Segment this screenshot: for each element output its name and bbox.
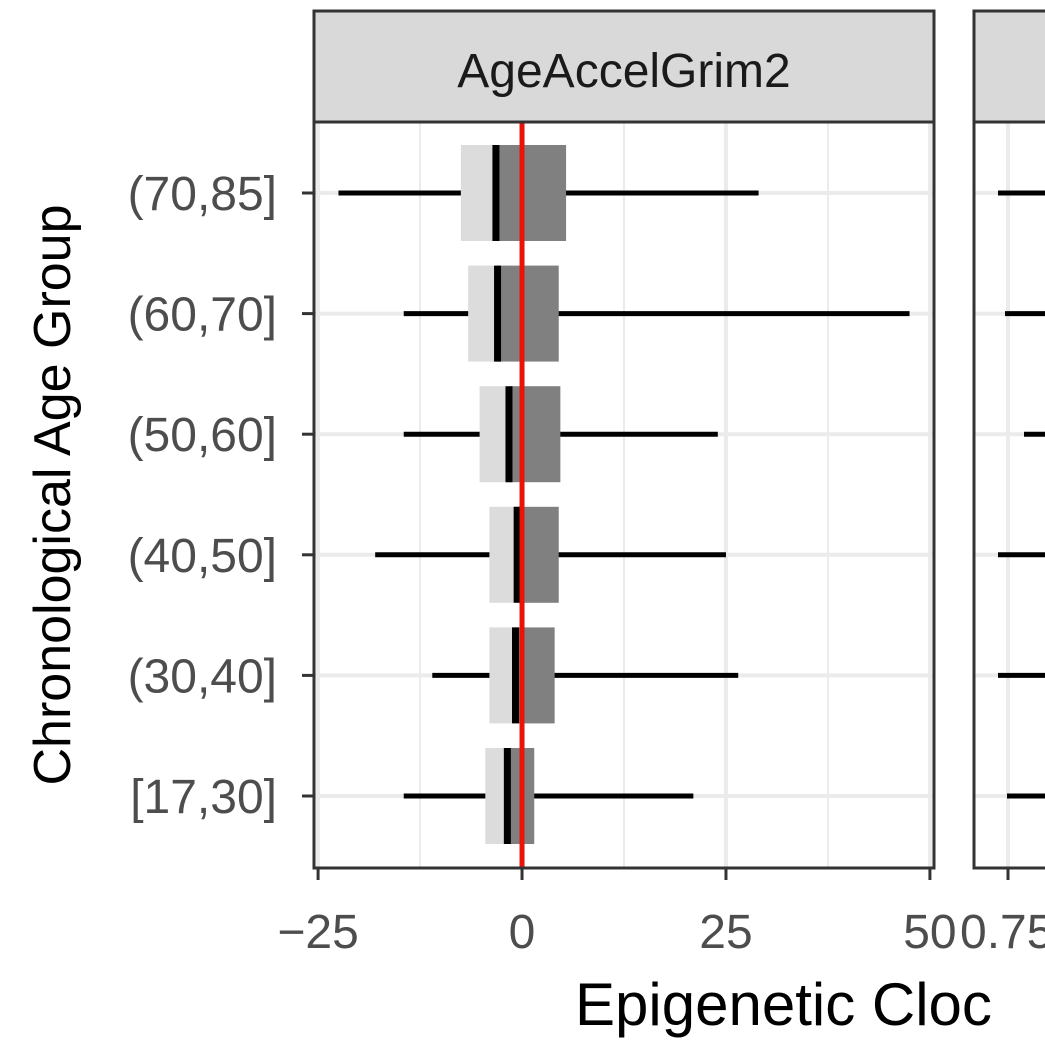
- y-tick-label: (30,40]: [128, 650, 277, 703]
- y-axis: [17,30] (30,40] (40,50] (50,60] (60,70] (70,8…: [128, 168, 314, 824]
- box-lower: [485, 748, 508, 844]
- y-tick-label: [17,30]: [130, 771, 277, 824]
- panel-2-x-axis: 0.75: [960, 868, 1045, 959]
- y-tick-label: (50,60]: [128, 409, 277, 462]
- y-axis-title: Chronological Age Group: [24, 204, 82, 785]
- box-lower: [489, 627, 516, 724]
- panel-1-border: [312, 120, 936, 870]
- panel-2: 0.75: [960, 9, 1045, 959]
- box-upper: [495, 145, 567, 241]
- x-tick-label: 25: [699, 906, 752, 959]
- panel-2-whiskers: [998, 190, 1045, 799]
- x-tick-label: 50: [903, 906, 956, 959]
- y-tick-label: (40,50]: [128, 530, 277, 583]
- x-tick-label: −25: [277, 906, 358, 959]
- panel-1-strip: [312, 9, 936, 124]
- panel-1-x-axis: −25 0 25 50: [277, 868, 957, 959]
- x-axis-title: Epigenetic Cloc: [575, 971, 992, 1038]
- y-tick-label: (70,85]: [128, 168, 277, 221]
- x-tick-label: 0: [509, 906, 536, 959]
- boxplot-(30,40]: [432, 627, 739, 724]
- panel-1: AgeAccelGrim2 −25 0 25 50: [277, 9, 957, 959]
- boxplot-(70,85]: [338, 145, 759, 241]
- boxplot-(50,60]: [403, 386, 718, 483]
- box-lower: [479, 386, 509, 483]
- box-upper: [508, 386, 561, 483]
- panel-2-border: [972, 120, 1045, 870]
- box-lower: [489, 506, 518, 603]
- boxplot-(60,70]: [403, 265, 910, 362]
- panel-2-strip: [972, 9, 1045, 124]
- box-lower: [468, 265, 498, 362]
- panel-1-strip-label: AgeAccelGrim2: [457, 45, 790, 98]
- y-tick-label: (60,70]: [128, 289, 277, 342]
- x-tick-label: 0.75: [960, 906, 1045, 959]
- box-upper: [497, 265, 559, 362]
- box-lower: [460, 145, 496, 241]
